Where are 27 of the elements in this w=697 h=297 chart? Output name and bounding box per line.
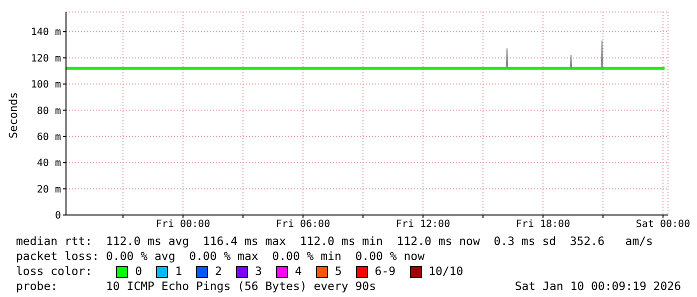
x-tick-label: Fri 00:00: [156, 219, 210, 230]
text: Sat Jan 10 00:09:19 2026: [514, 279, 681, 294]
text: loss color:: [16, 264, 92, 279]
text: packet loss: 0.00 % avg 0.00 % max 0.00 % min 0.00 % now: [16, 249, 426, 264]
text: 6-9: [374, 264, 396, 279]
text: 5: [334, 264, 342, 279]
y-tick-label: 120 m: [30, 53, 61, 64]
y-tick-label: 80 m: [36, 106, 61, 117]
text: 3: [254, 264, 262, 279]
text: 10/10: [428, 264, 464, 279]
y-tick-label: 100 m: [30, 80, 61, 91]
text: 1: [175, 264, 182, 279]
text: 4: [294, 264, 302, 279]
x-tick-label: Fri 06:00: [276, 219, 330, 230]
x-tick-label: Fri 12:00: [396, 219, 450, 230]
y-tick-label: 0: [54, 210, 61, 222]
y-axis-title: Seconds: [6, 92, 20, 138]
text: probe: 10 ICMP Echo Pings (56 Bytes) every 90s: [16, 279, 376, 294]
text: median rtt: 112.0 ms avg 116.4 ms max 112.0 ms min 112.0 ms now 0.3 ms sd 352.6 am/s: [16, 234, 654, 249]
y-tick-label: 20 m: [36, 184, 61, 196]
y-tick-label: 40 m: [36, 158, 61, 170]
y-tick-label: 60 m: [36, 132, 61, 143]
x-tick-label: Fri 18:00: [516, 219, 570, 230]
text: 0: [135, 264, 142, 279]
text: 2: [215, 264, 222, 279]
y-tick-label: 140 m: [30, 27, 61, 38]
x-tick-label: Sat 00:00: [636, 219, 690, 230]
